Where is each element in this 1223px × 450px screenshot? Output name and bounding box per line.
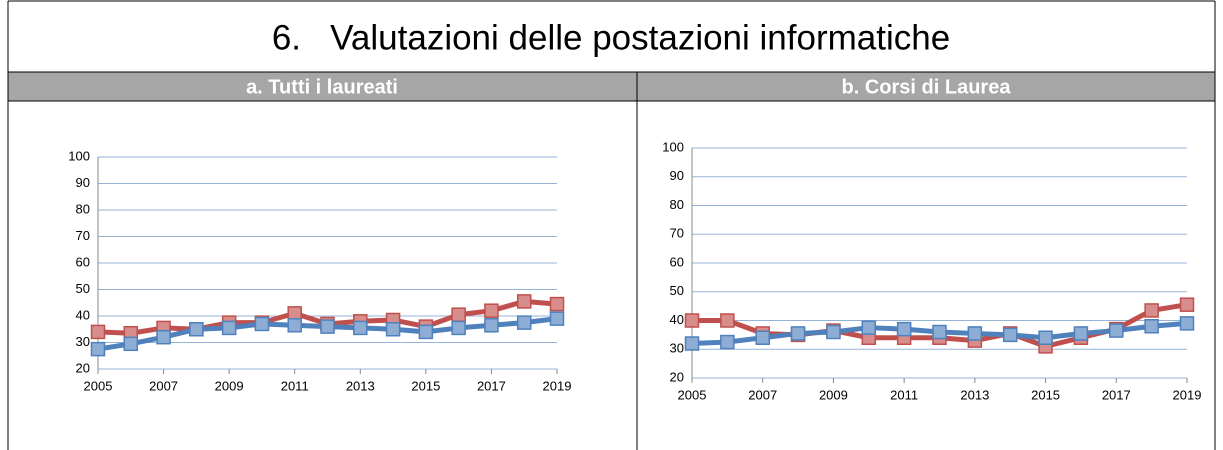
x-tick-label: 2005 bbox=[678, 387, 707, 402]
marker bbox=[896, 321, 912, 337]
y-tick-label: 60 bbox=[76, 254, 90, 269]
marker bbox=[418, 324, 434, 340]
y-tick-label: 80 bbox=[76, 201, 90, 216]
marker bbox=[1144, 303, 1159, 318]
x-tick-label: 2017 bbox=[477, 378, 506, 393]
marker bbox=[123, 336, 139, 352]
y-tick-label: 70 bbox=[76, 228, 90, 243]
y-tick-label: 100 bbox=[662, 139, 684, 154]
marker bbox=[90, 341, 106, 357]
marker bbox=[549, 311, 565, 326]
y-tick-label: 60 bbox=[670, 254, 684, 269]
marker bbox=[90, 324, 106, 340]
panel-title: b. Corsi di Laurea bbox=[842, 76, 1012, 98]
marker bbox=[826, 324, 841, 340]
y-tick-label: 20 bbox=[670, 369, 684, 384]
x-tick-label: 2011 bbox=[281, 378, 309, 393]
marker bbox=[451, 307, 466, 322]
marker bbox=[287, 306, 302, 321]
marker bbox=[861, 320, 877, 335]
marker bbox=[932, 324, 947, 340]
marker bbox=[684, 336, 700, 351]
x-tick-label: 2017 bbox=[1102, 387, 1131, 402]
x-tick-label: 2007 bbox=[149, 378, 178, 393]
marker bbox=[1038, 330, 1053, 345]
x-tick-label: 2019 bbox=[543, 378, 572, 393]
y-tick-label: 70 bbox=[670, 226, 684, 241]
marker bbox=[451, 320, 466, 336]
y-tick-label: 50 bbox=[670, 283, 684, 298]
x-tick-label: 2015 bbox=[411, 378, 440, 393]
y-tick-label: 100 bbox=[68, 148, 90, 163]
y-tick-label: 80 bbox=[670, 197, 684, 212]
marker bbox=[684, 313, 700, 328]
marker bbox=[385, 322, 401, 337]
x-tick-label: 2019 bbox=[1173, 387, 1202, 402]
x-tick-label: 2009 bbox=[819, 387, 848, 402]
marker bbox=[320, 319, 335, 334]
y-tick-label: 20 bbox=[76, 360, 90, 375]
marker bbox=[720, 334, 735, 350]
marker bbox=[221, 320, 237, 336]
marker bbox=[189, 322, 204, 337]
marker bbox=[967, 326, 983, 341]
marker bbox=[353, 320, 368, 336]
page-title: 6. Valutazioni delle postazioni informat… bbox=[272, 18, 950, 57]
y-tick-label: 40 bbox=[670, 312, 684, 327]
marker bbox=[1179, 316, 1195, 331]
x-tick-label: 2013 bbox=[346, 378, 375, 393]
marker bbox=[156, 329, 171, 345]
marker bbox=[484, 303, 499, 318]
panel-title: a. Tutti i laureati bbox=[246, 76, 398, 98]
x-tick-label: 2013 bbox=[960, 387, 989, 402]
x-tick-label: 2007 bbox=[748, 387, 777, 402]
x-tick-label: 2015 bbox=[1031, 387, 1060, 402]
marker bbox=[1179, 297, 1195, 312]
marker bbox=[1073, 326, 1089, 341]
marker bbox=[516, 315, 532, 330]
marker bbox=[1109, 323, 1124, 338]
marker bbox=[254, 316, 270, 332]
marker bbox=[790, 326, 806, 341]
marker bbox=[1002, 327, 1018, 343]
y-tick-label: 40 bbox=[76, 307, 90, 322]
y-tick-label: 90 bbox=[670, 168, 684, 183]
y-tick-label: 30 bbox=[76, 334, 90, 349]
x-tick-label: 2009 bbox=[215, 378, 244, 393]
x-tick-label: 2011 bbox=[890, 387, 918, 402]
marker bbox=[549, 296, 565, 312]
x-tick-label: 2005 bbox=[84, 378, 113, 393]
marker bbox=[484, 318, 499, 333]
y-tick-label: 30 bbox=[670, 341, 684, 356]
marker bbox=[755, 330, 770, 345]
marker bbox=[516, 294, 532, 309]
marker bbox=[720, 313, 735, 328]
marker bbox=[287, 318, 302, 333]
marker bbox=[1144, 319, 1159, 334]
header-bar bbox=[8, 72, 1215, 102]
y-tick-label: 50 bbox=[76, 281, 90, 296]
y-tick-label: 90 bbox=[76, 175, 90, 190]
